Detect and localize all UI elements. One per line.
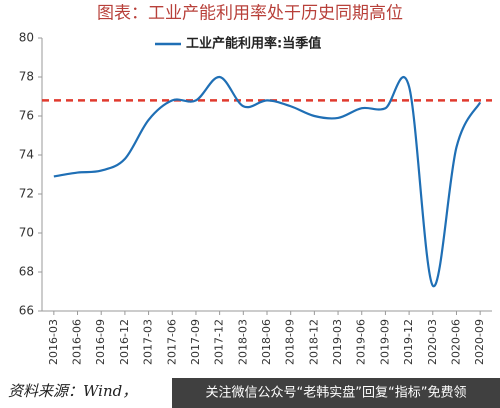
x-tick-label: 2020-03: [426, 319, 439, 365]
x-tick-label: 2016-09: [94, 319, 107, 365]
x-tick-label: 2017-12: [213, 319, 226, 365]
x-tick-label: 2016-03: [47, 319, 60, 365]
y-tick-label: 74: [19, 148, 34, 162]
chart-title: 图表：工业产能利用率处于历史同期高位: [97, 4, 403, 24]
x-tick-label: 2020-06: [449, 319, 462, 365]
x-tick-label: 2019-12: [402, 319, 415, 365]
y-tick-label: 68: [19, 265, 34, 279]
x-tick-label: 2020-09: [473, 319, 486, 365]
legend-label: 工业产能利用率:当季值: [186, 36, 321, 52]
x-tick-label: 2016-06: [71, 319, 84, 365]
watermark: 关注微信公众号“老韩实盘”回复“指标”免费领: [206, 385, 467, 401]
x-tick-label: 2018-06: [260, 319, 273, 365]
x-tick-label: 2017-06: [165, 319, 178, 365]
y-tick-label: 70: [19, 226, 34, 240]
x-tick-label: 2019-03: [331, 319, 344, 365]
y-tick-label: 66: [19, 304, 34, 318]
series-line: [53, 75, 482, 287]
watermark-bg: [172, 378, 500, 408]
y-tick-label: 78: [19, 70, 34, 84]
x-tick-label: 2017-09: [189, 319, 202, 365]
x-tick-label: 2018-09: [284, 319, 297, 365]
x-tick-label: 2018-03: [236, 319, 249, 365]
source: 资料来源：Wind，: [8, 382, 137, 400]
y-tick-label: 76: [19, 109, 34, 123]
x-tick-label: 2017-03: [142, 319, 155, 365]
x-tick-label: 2018-12: [307, 319, 320, 365]
x-tick-label: 2019-06: [355, 319, 368, 365]
x-tick-label: 2016-12: [118, 319, 131, 365]
x-tick-label: 2019-09: [378, 319, 391, 365]
y-tick-label: 72: [19, 187, 34, 201]
y-tick-label: 80: [19, 31, 34, 45]
